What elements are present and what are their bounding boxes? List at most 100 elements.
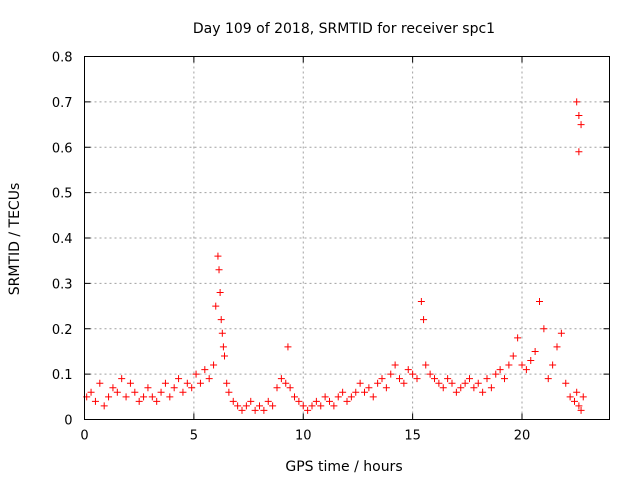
data-point (339, 388, 347, 396)
data-point (260, 406, 268, 414)
data-point (144, 384, 152, 392)
data-point (573, 98, 581, 106)
data-point (170, 384, 178, 392)
data-point (391, 361, 399, 369)
data-point (369, 393, 377, 401)
y-tick-label: 0.3 (52, 277, 73, 292)
y-tick-label: 0.5 (52, 187, 73, 202)
data-point (219, 343, 227, 351)
data-point (352, 388, 360, 396)
data-point (413, 375, 421, 383)
data-point (435, 379, 443, 387)
data-point (431, 375, 438, 383)
data-point (466, 375, 473, 383)
data-point (148, 393, 156, 401)
y-axis-label: SRMTID / TECUs (7, 183, 23, 296)
data-point (505, 361, 513, 369)
data-point (183, 379, 191, 387)
y-tick-label: 0 (64, 414, 72, 429)
data-point (229, 397, 237, 405)
data-point (575, 148, 583, 156)
data-point (192, 370, 200, 378)
data-point (295, 397, 303, 405)
data-point (312, 397, 320, 405)
data-point (566, 393, 574, 401)
data-point (409, 370, 417, 378)
data-point (549, 361, 557, 369)
data-point (286, 384, 294, 392)
data-point (188, 384, 196, 392)
chart-title: Day 109 of 2018, SRMTID for receiver spc… (193, 21, 495, 37)
data-point (216, 288, 224, 296)
axes: 0 0.1 0.2 0.3 0.4 0.5 0.6 0.7 0.8 0 5 10 15 20 (52, 51, 610, 444)
data-point (420, 316, 428, 324)
data-point (396, 375, 403, 383)
data-point (439, 384, 447, 392)
data-point (247, 397, 255, 405)
data-point (557, 329, 565, 337)
data-point (321, 393, 329, 401)
data-point (96, 379, 104, 387)
data-point (527, 357, 535, 365)
data-point (126, 379, 134, 387)
data-point (492, 370, 500, 378)
data-point (382, 384, 390, 392)
x-tick-label: 20 (514, 429, 531, 444)
grid-lines (84, 56, 610, 420)
data-point (196, 379, 204, 387)
data-point (356, 379, 364, 387)
data-point (514, 334, 522, 342)
data-point (225, 388, 233, 396)
y-tick-label: 0.1 (52, 368, 73, 383)
data-point (201, 366, 209, 374)
data-point (536, 298, 543, 306)
data-point (131, 388, 139, 396)
data-point (215, 266, 223, 274)
data-point (122, 393, 130, 401)
data-point (242, 402, 250, 410)
data-point (113, 388, 121, 396)
data-point (343, 397, 351, 405)
data-point (135, 397, 143, 405)
data-point (317, 402, 325, 410)
data-point (452, 388, 460, 396)
data-point (238, 406, 246, 414)
data-point (153, 397, 161, 405)
data-point (269, 402, 277, 410)
data-point (87, 388, 95, 396)
y-tick-label: 0.2 (52, 323, 73, 338)
data-point (387, 370, 395, 378)
data-point (179, 388, 187, 396)
data-point (553, 343, 561, 351)
data-point (140, 393, 148, 401)
data-point (210, 361, 218, 369)
data-point (256, 402, 263, 410)
data-point (518, 361, 526, 369)
data-point (426, 370, 434, 378)
x-tick-label: 5 (190, 429, 198, 444)
data-point (109, 384, 117, 392)
data-point (461, 379, 469, 387)
data-point (496, 366, 504, 374)
data-point (404, 366, 412, 374)
data-point (422, 361, 430, 369)
x-tick-label: 15 (404, 429, 421, 444)
y-tick-label: 0.7 (52, 96, 73, 111)
data-point (457, 384, 465, 392)
data-point (577, 121, 585, 129)
data-point (479, 388, 487, 396)
data-point (326, 397, 333, 405)
x-tick-label: 0 (80, 429, 88, 444)
data-point (299, 402, 307, 410)
data-point (157, 388, 165, 396)
data-point (212, 302, 220, 310)
data-point (531, 347, 539, 355)
data-point (218, 329, 226, 337)
data-point (118, 375, 126, 383)
data-point (444, 375, 452, 383)
data-point (175, 375, 183, 383)
data-point (483, 375, 491, 383)
data-point (374, 379, 382, 387)
data-point (223, 379, 231, 387)
data-point (205, 375, 213, 383)
